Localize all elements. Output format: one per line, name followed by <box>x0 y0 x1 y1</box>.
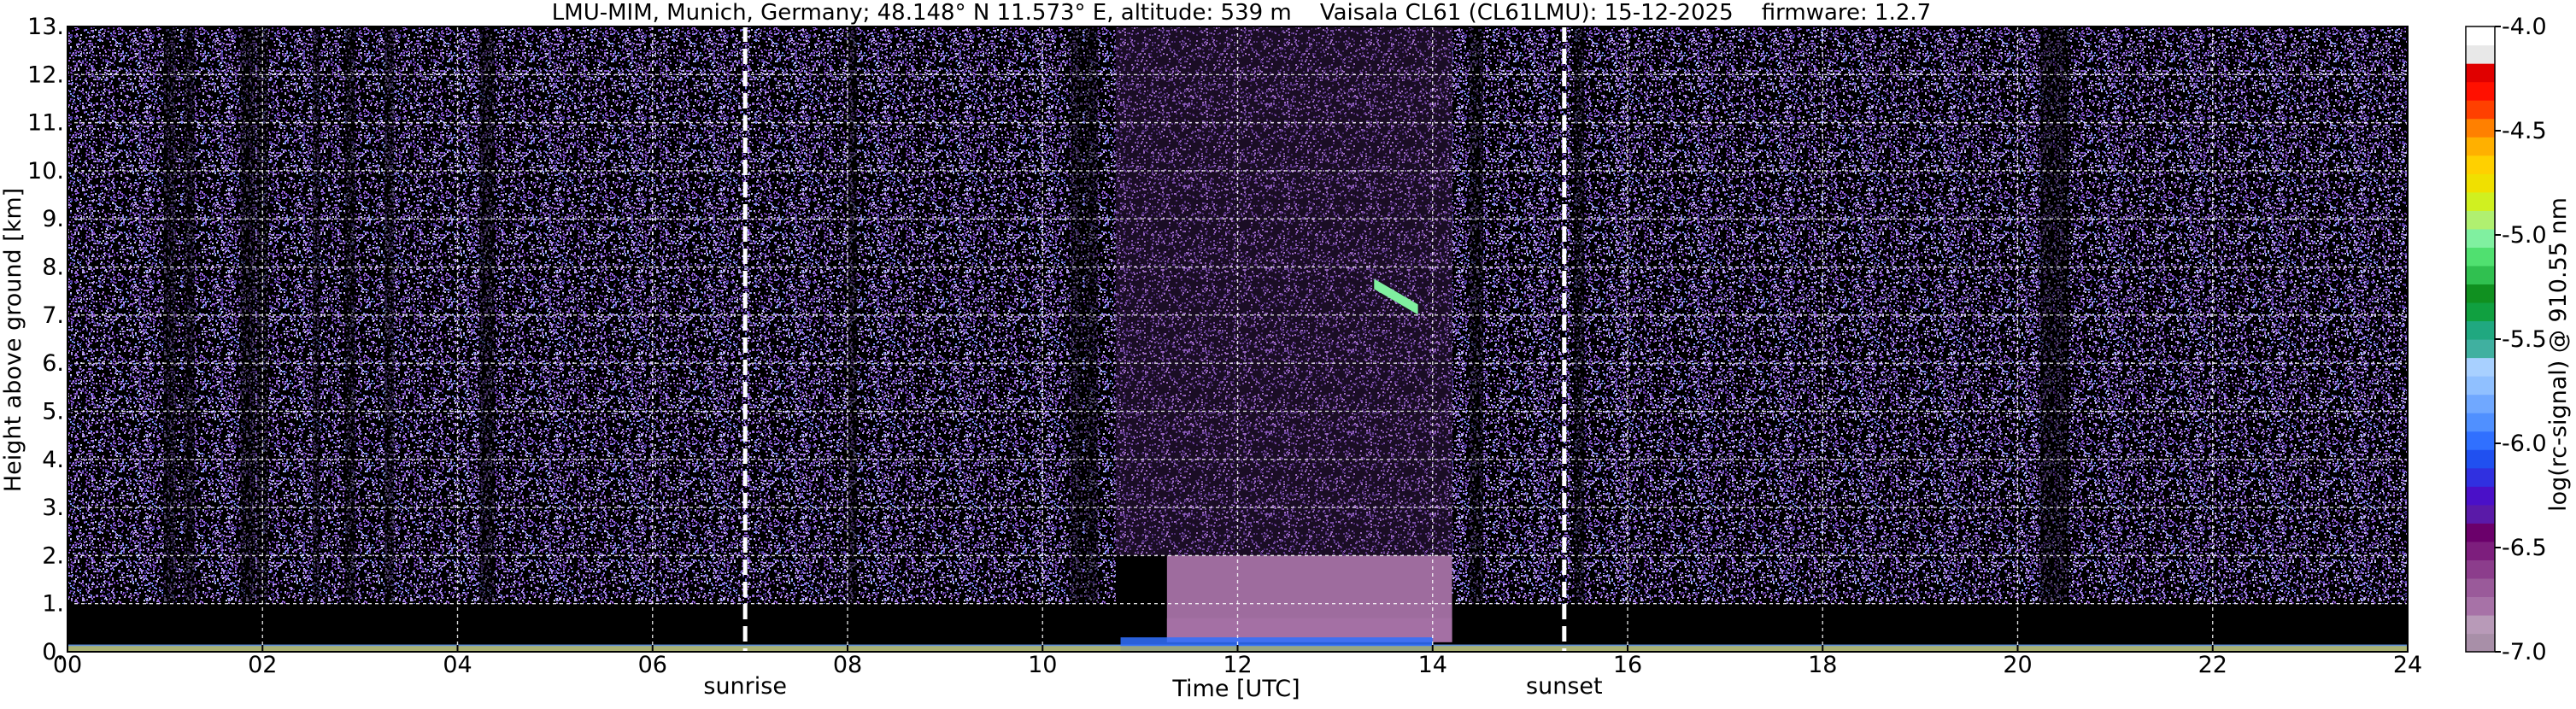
colorbar-segment <box>2466 265 2495 285</box>
low-signal-column <box>1469 26 1484 640</box>
colorbar-tick-label: -5.0 <box>2502 222 2547 249</box>
colorbar-segment <box>2466 467 2495 487</box>
low-signal-column <box>163 26 177 640</box>
colorbar-tick-label: -4.5 <box>2502 118 2547 144</box>
colorbar-segment <box>2466 523 2495 542</box>
x-tick-label: 14 <box>1418 652 1447 678</box>
colorbar-label: log(rc-signal) @ 910.55 nm <box>2545 197 2572 512</box>
x-tick-label: 22 <box>2198 652 2227 678</box>
x-axis-label: Time [UTC] <box>1171 676 1300 702</box>
colorbar-segment <box>2466 376 2495 396</box>
colorbar-segment <box>2466 247 2495 267</box>
colorbar-segment <box>2466 577 2495 598</box>
x-tick-label: 08 <box>833 652 862 678</box>
colorbar-segment <box>2466 357 2495 377</box>
low-signal-column <box>184 26 196 640</box>
colorbar-segment <box>2466 504 2495 524</box>
colorbar-segment <box>2466 118 2495 138</box>
y-tick-label: 7. <box>42 302 64 329</box>
colorbar-segment <box>2466 63 2495 83</box>
grid-lines <box>67 26 2408 652</box>
chart-title: LMU-MIM, Munich, Germany; 48.148° N 11.5… <box>552 0 1931 26</box>
colorbar-segment <box>2466 394 2495 413</box>
colorbar-segment <box>2466 100 2495 120</box>
colorbar-tick-label: -6.0 <box>2502 431 2547 457</box>
colorbar-segment <box>2466 173 2495 193</box>
y-tick-label: 9. <box>42 206 64 232</box>
low-signal-column <box>345 26 355 640</box>
y-axis-label: Height above ground [km] <box>0 188 26 492</box>
signal-regime <box>1115 26 1452 556</box>
low-signal-column <box>2054 26 2069 640</box>
x-tick-label: 02 <box>248 652 277 678</box>
x-tick-label: 06 <box>638 652 667 678</box>
y-tick-label: 0. <box>42 639 64 665</box>
low-signal-column <box>240 26 256 640</box>
colorbar-segment <box>2466 413 2495 432</box>
x-tick-label: 20 <box>2003 652 2032 678</box>
axes: 00 02 04 06 08 10 12 14 16 18 20 22 24 0. 1. 2. 3. 4. 5. 6.… <box>27 14 2422 678</box>
low-signal-column <box>256 26 269 640</box>
x-tick-label: 16 <box>1613 652 1642 678</box>
y-tick-label: 6. <box>42 350 64 377</box>
colorbar-segment <box>2466 210 2495 230</box>
colorbar-segment <box>2466 26 2495 46</box>
low-signal-column <box>1071 26 1083 640</box>
y-tick-label: 10. <box>27 158 64 185</box>
y-tick-label: 12. <box>27 62 64 88</box>
colorbar-segment <box>2466 541 2495 560</box>
colorbar-segment <box>2466 191 2495 211</box>
colorbar-segment <box>2466 284 2495 303</box>
low-signal-column <box>479 26 495 640</box>
y-tick-label: 3. <box>42 495 64 521</box>
colorbar-segment <box>2466 431 2495 450</box>
colorbar-segment <box>2466 81 2495 101</box>
x-tick-label: 10 <box>1028 652 1057 678</box>
colorbar-tick-label: -4.0 <box>2502 14 2547 40</box>
y-tick-label: 8. <box>42 255 64 281</box>
y-tick-label: 2. <box>42 542 64 569</box>
low-signal-column <box>312 26 320 640</box>
colorbar-segment <box>2466 449 2495 469</box>
colorbar-tick-label: -7.0 <box>2502 639 2547 665</box>
colorbar-segment <box>2466 302 2495 322</box>
x-tick-label: 24 <box>2393 652 2422 678</box>
low-signal-column <box>2039 26 2054 640</box>
colorbar-tick-label: -6.5 <box>2502 535 2547 561</box>
low-signal-column <box>1573 26 1585 640</box>
colorbar-segment <box>2466 614 2495 635</box>
colorbar-segment <box>2466 339 2495 359</box>
colorbar-tick-label: -5.5 <box>2502 326 2547 353</box>
x-tick-label: 04 <box>443 652 472 678</box>
event-label-sunset: sunset <box>1526 673 1603 700</box>
low-signal-column <box>848 26 858 640</box>
colorbar: -7.0 -6.5 -6.0 -5.5 -5.0 -4.5 -4.0 <box>2465 14 2547 665</box>
plot-area <box>67 26 2408 652</box>
low-signal-column <box>1084 26 1099 640</box>
colorbar-segment <box>2466 155 2495 174</box>
x-tick-label: 12 <box>1223 652 1252 678</box>
colorbar-segment <box>2466 596 2495 616</box>
low-signal-column <box>384 26 395 640</box>
cloud-feature <box>1374 278 1418 315</box>
y-tick-label: 4. <box>42 447 64 473</box>
x-tick-label: 18 <box>1808 652 1837 678</box>
colorbar-segment <box>2466 137 2495 156</box>
y-tick-label: 11. <box>27 110 64 137</box>
y-tick-label: 5. <box>42 398 64 425</box>
colorbar-segment <box>2466 486 2495 506</box>
colorbar-segment <box>2466 633 2495 653</box>
y-tick-label: 13. <box>27 14 64 40</box>
y-tick-label: 1. <box>42 591 64 618</box>
colorbar-segment <box>2466 44 2495 64</box>
x-tick-label: 00 <box>53 652 82 678</box>
colorbar-segment <box>2466 320 2495 340</box>
event-label-sunrise: sunrise <box>703 673 787 700</box>
colorbar-segment <box>2466 560 2495 579</box>
event-lines: sunrise sunset <box>703 26 1603 700</box>
colorbar-segment <box>2466 228 2495 248</box>
